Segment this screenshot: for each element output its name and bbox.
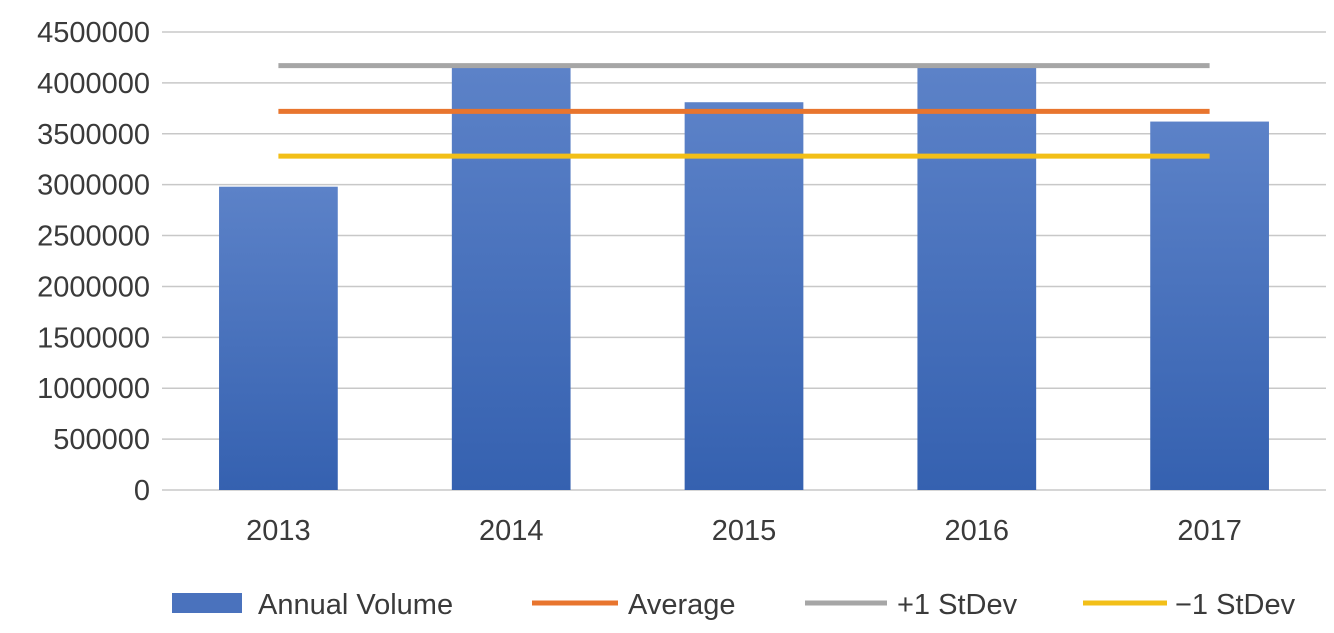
x-tick-label: 2016	[945, 515, 1010, 547]
y-tick-label: 2500000	[37, 221, 150, 253]
reference-lines	[278, 63, 1210, 159]
x-tick-label: 2013	[246, 515, 311, 547]
legend-label: −1 StDev	[1175, 589, 1296, 621]
y-tick-label: 0	[134, 475, 150, 507]
y-tick-label: 4500000	[37, 17, 150, 49]
legend-label: +1 StDev	[897, 589, 1018, 621]
legend-label: Average	[628, 589, 736, 621]
y-tick-label: 1000000	[37, 373, 150, 405]
y-tick-label: 1500000	[37, 322, 150, 354]
bar-2015	[684, 102, 804, 490]
bar-2014	[451, 67, 571, 490]
y-tick-label: 3000000	[37, 170, 150, 202]
x-axis-labels: 2013 2014 2015 2016 2017	[246, 515, 1242, 547]
x-tick-label: 2015	[712, 515, 777, 547]
legend-swatch-bar	[172, 593, 242, 613]
bars	[219, 67, 1269, 491]
bar-2016	[917, 67, 1037, 490]
y-axis-labels: 0 500000 1000000 1500000 2000000 2500000 30000…	[37, 17, 150, 507]
y-tick-label: 500000	[53, 424, 150, 456]
x-tick-label: 2017	[1177, 515, 1242, 547]
legend-label: Annual Volume	[258, 589, 453, 621]
legend: Annual Volume Average +1 StDev −1 StDev	[172, 589, 1296, 621]
y-tick-label: 4000000	[37, 68, 150, 100]
bar-2017	[1150, 121, 1269, 490]
x-tick-label: 2014	[479, 515, 544, 547]
bar-2013	[219, 186, 338, 491]
y-tick-label: 3500000	[37, 119, 150, 151]
y-tick-label: 2000000	[37, 271, 150, 303]
